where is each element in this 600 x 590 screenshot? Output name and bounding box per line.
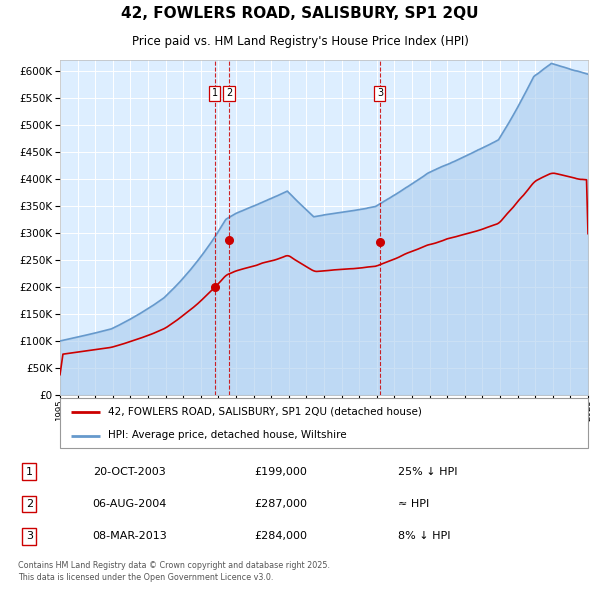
Text: Price paid vs. HM Land Registry's House Price Index (HPI): Price paid vs. HM Land Registry's House … — [131, 35, 469, 48]
Text: 1: 1 — [26, 467, 33, 477]
Text: ≈ HPI: ≈ HPI — [398, 499, 429, 509]
Text: 42, FOWLERS ROAD, SALISBURY, SP1 2QU (detached house): 42, FOWLERS ROAD, SALISBURY, SP1 2QU (de… — [107, 407, 421, 417]
Text: 25% ↓ HPI: 25% ↓ HPI — [398, 467, 457, 477]
Text: £287,000: £287,000 — [254, 499, 307, 509]
Text: £284,000: £284,000 — [254, 532, 307, 542]
Text: 08-MAR-2013: 08-MAR-2013 — [92, 532, 167, 542]
Text: 06-AUG-2004: 06-AUG-2004 — [92, 499, 167, 509]
Text: 3: 3 — [26, 532, 33, 542]
Text: Contains HM Land Registry data © Crown copyright and database right 2025.
This d: Contains HM Land Registry data © Crown c… — [18, 562, 330, 582]
Text: 2: 2 — [26, 499, 33, 509]
Text: 42, FOWLERS ROAD, SALISBURY, SP1 2QU: 42, FOWLERS ROAD, SALISBURY, SP1 2QU — [121, 6, 479, 21]
Text: 1: 1 — [212, 88, 218, 99]
Text: 2: 2 — [226, 88, 232, 99]
FancyBboxPatch shape — [60, 398, 588, 448]
Text: HPI: Average price, detached house, Wiltshire: HPI: Average price, detached house, Wilt… — [107, 431, 346, 441]
Text: 3: 3 — [377, 88, 383, 99]
Text: 8% ↓ HPI: 8% ↓ HPI — [398, 532, 451, 542]
Text: 20-OCT-2003: 20-OCT-2003 — [92, 467, 166, 477]
Text: £199,000: £199,000 — [254, 467, 307, 477]
